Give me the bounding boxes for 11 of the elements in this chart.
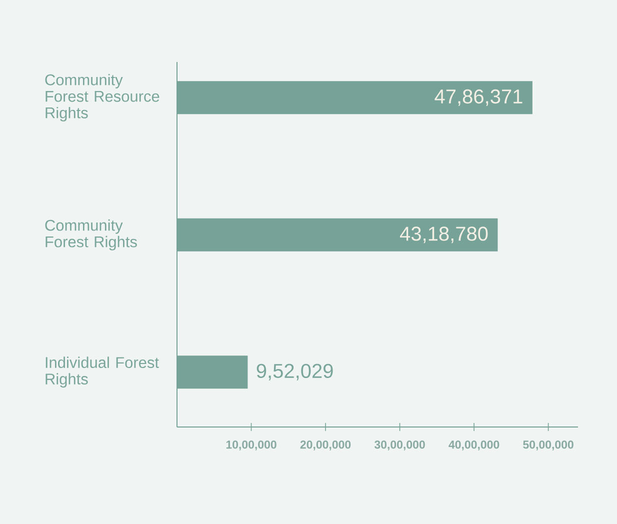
y-tick-label: Community Forest Resource Rights: [45, 74, 160, 122]
data-label: 9,52,029: [256, 364, 333, 380]
y-tick-label: Community Forest Rights: [45, 219, 137, 250]
x-tick-label: 50,00,000: [523, 440, 574, 450]
x-tick-label: 20,00,000: [300, 440, 351, 450]
x-tick-label: 10,00,000: [226, 440, 276, 450]
x-tick-label: 40,00,000: [448, 440, 500, 450]
data-label: 47,86,371: [434, 89, 522, 106]
data-label: 43,18,780: [400, 226, 488, 244]
y-tick-label: Individual Forest Rights: [46, 356, 159, 388]
x-tick-label: 30,00,000: [374, 440, 425, 450]
